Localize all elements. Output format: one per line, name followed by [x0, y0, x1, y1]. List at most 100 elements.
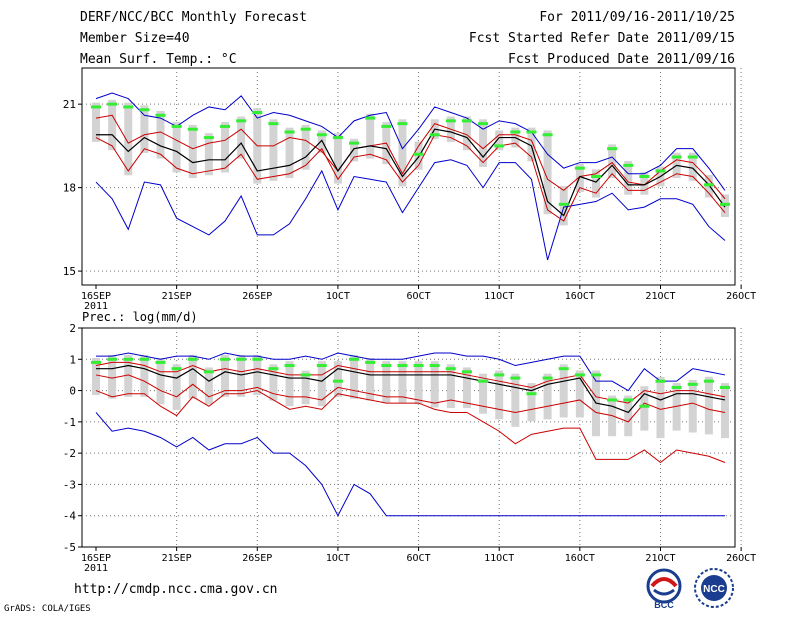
ensemble-marker [349, 357, 360, 361]
ensemble-marker [574, 373, 585, 377]
header-left: DERF/NCC/BCC Monthly Forecast Member Siz… [80, 10, 307, 73]
footer-url[interactable]: http://cmdp.ncc.cma.gov.cn [74, 582, 278, 597]
ncc-logo-text: NCC [703, 584, 725, 595]
spread-box [172, 364, 181, 410]
ensemble-marker [445, 119, 456, 123]
spread-box [269, 364, 278, 401]
ensemble-marker [558, 367, 569, 371]
x-tick-label: 26OCT [726, 291, 756, 302]
y-tick-label: -4 [63, 510, 77, 523]
precipitation-panel: -5 -4 -3 -2 -1 0 1 2 16SEP 21SEP 26SEP 1OCT 6OCT 11OC… [63, 322, 756, 574]
spread-box [333, 133, 342, 184]
spread-box [543, 373, 552, 420]
spread-box [188, 124, 197, 179]
x-tick-label: 11OCT [484, 553, 514, 564]
spread-box [591, 169, 600, 198]
ensemble-marker [220, 124, 231, 128]
ensemble-marker [268, 367, 279, 371]
spread-box [382, 361, 391, 403]
ensemble-marker [461, 370, 472, 374]
x-year-label: 2011 [84, 563, 108, 574]
spread-box [430, 361, 439, 408]
ensemble-marker [623, 398, 634, 402]
series-mean-line [96, 364, 726, 414]
ensemble-marker [300, 127, 311, 131]
ensemble-marker [155, 360, 166, 364]
ensemble-marker [590, 175, 601, 178]
series-low-spread-line [95, 390, 726, 464]
ensemble-marker [687, 155, 698, 159]
spread-box [640, 172, 649, 195]
x-tick-label: 6OCT [407, 553, 431, 564]
ensemble-marker [381, 364, 392, 368]
ensemble-marker [720, 385, 730, 389]
x-tick-label: 1OCT [326, 553, 350, 564]
series-lower-line [95, 134, 726, 222]
ensemble-marker [252, 111, 263, 115]
ensemble-marker [300, 373, 311, 377]
spread-box [462, 367, 471, 409]
x-tick-label: 21OCT [645, 291, 675, 302]
ensemble-marker [623, 163, 634, 167]
spread-box [688, 152, 697, 181]
y-tick-label: 1 [69, 353, 76, 366]
spread-box [317, 130, 326, 154]
ensemble-marker [91, 360, 101, 364]
ensemble-marker [639, 175, 650, 178]
spread-box [398, 361, 407, 403]
spread-box [156, 358, 165, 405]
ensemble-marker [510, 376, 521, 380]
ensemble-marker [365, 360, 376, 364]
header-produced-date: Fcst Produced Date 2011/09/16 [508, 52, 735, 67]
x-tick-label: 16OCT [565, 291, 595, 302]
ensemble-marker [236, 357, 247, 361]
spread-box [495, 370, 504, 420]
ensemble-marker [203, 136, 214, 140]
spread-box [301, 124, 310, 170]
spread-box [237, 354, 246, 397]
ensemble-marker [413, 364, 424, 368]
ensemble-marker [171, 124, 182, 128]
spread-box [462, 116, 471, 151]
ensemble-marker [284, 130, 295, 134]
spread-box [108, 354, 117, 399]
ensemble-marker [510, 130, 521, 134]
x-tick-label: 21OCT [645, 553, 675, 564]
precip-title: Prec.: log(mm/d) [82, 310, 198, 324]
ensemble-marker [365, 116, 376, 120]
spread-box [204, 133, 213, 176]
ensemble-marker [284, 364, 295, 368]
header-start-date: Fcst Started Refer Date 2011/09/15 [468, 31, 735, 46]
header-title: DERF/NCC/BCC Monthly Forecast [80, 10, 307, 25]
spread-box [188, 354, 197, 399]
x-tick-label: 26OCT [726, 553, 756, 564]
spread-box [301, 370, 310, 405]
ensemble-marker [494, 373, 505, 377]
header-period: For 2011/09/16-2011/10/25 [539, 10, 735, 25]
spread-box [285, 361, 294, 407]
ensemble-marker [332, 136, 343, 140]
ensemble-marker [671, 155, 682, 159]
ncc-logo: NCC [694, 568, 734, 608]
y-tick-label: -3 [63, 478, 76, 491]
spread-box [366, 358, 375, 401]
spread-box [495, 130, 504, 151]
header-variable: Mean Surf. Temp.: °C [80, 52, 237, 67]
spread-box [398, 119, 407, 187]
spread-box [221, 354, 230, 397]
ensemble-marker [220, 357, 231, 361]
ensemble-marker [187, 357, 198, 361]
x-tick-label: 1OCT [326, 291, 350, 302]
ensemble-marker [494, 144, 505, 148]
ensemble-marker [639, 404, 650, 408]
spread-box [479, 373, 488, 414]
ensemble-marker [542, 376, 553, 380]
spread-box [237, 116, 246, 159]
series-min-line [95, 159, 726, 261]
ensemble-marker [123, 105, 134, 109]
x-tick-label: 16SEP [81, 291, 111, 302]
series-lower-line [95, 374, 726, 423]
ensemble-marker [590, 373, 601, 377]
spread-box [333, 361, 342, 397]
